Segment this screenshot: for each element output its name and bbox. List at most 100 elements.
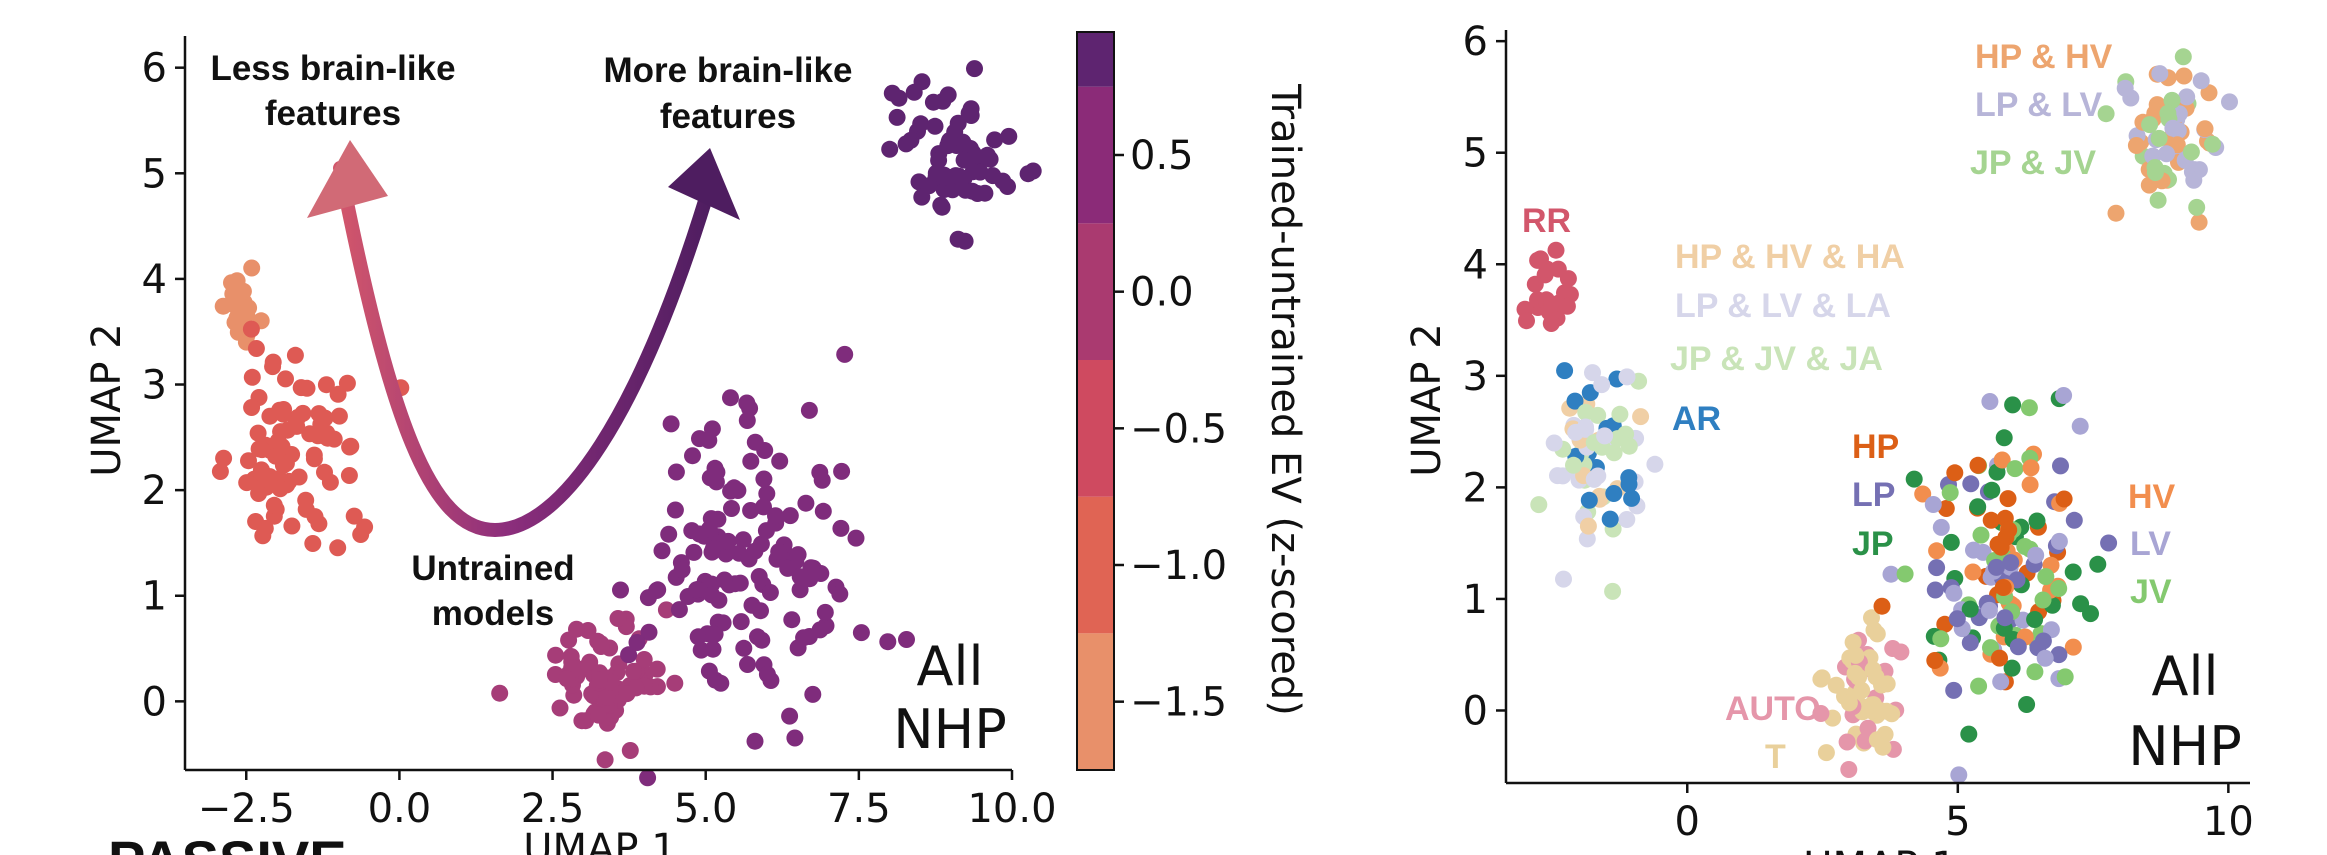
left-data-point (816, 603, 834, 621)
right-data-point (2004, 396, 2022, 414)
left-data-point (243, 368, 261, 386)
group-label-hp: HP (1852, 428, 1899, 466)
left-corner-label-line2: NHP (893, 698, 1007, 761)
right-corner-label-line2: NHP (2128, 715, 2242, 778)
right-data-point (1905, 470, 1923, 488)
right-data-point (1646, 455, 1664, 473)
left-x-tick-label: 2.5 (521, 786, 585, 832)
group-label-jp-jv-ja: JP & JV & JA (1670, 340, 1883, 378)
right-data-point (2107, 204, 2125, 222)
left-data-point (253, 464, 271, 482)
left-data-point (249, 424, 267, 442)
right-y-tick-label: 0 (1463, 688, 1488, 734)
left-data-point (272, 423, 290, 441)
left-data-point (639, 769, 657, 787)
right-data-point (1924, 496, 1942, 513)
right-data-point (1579, 517, 1597, 535)
right-data-point (2022, 459, 2040, 477)
right-data-point (1928, 542, 1946, 560)
left-data-point (685, 543, 703, 561)
left-data-point (253, 441, 271, 459)
left-data-point (692, 641, 710, 659)
left-data-point (547, 646, 565, 664)
left-data-point (767, 507, 784, 525)
left-data-point (791, 581, 809, 599)
right-data-point (2064, 638, 2082, 656)
right-data-point (1980, 601, 1998, 619)
right-data-point (2149, 191, 2167, 209)
right-data-point (1945, 584, 1963, 602)
right-data-point (1972, 526, 1990, 544)
left-data-point (256, 519, 274, 537)
right-data-point (2188, 198, 2206, 216)
right-axes: 0 1 2 3 4 5 6 0 5 10 (1463, 19, 2254, 845)
right-data-point (1970, 677, 1988, 695)
right-data-point (1992, 673, 2010, 691)
left-data-point (786, 729, 804, 747)
left-data-point (881, 140, 899, 158)
right-data-point (1601, 510, 1619, 528)
right-data-point (2009, 638, 2027, 656)
right-data-point (1596, 427, 1614, 445)
left-y-tick-label: 2 (142, 468, 167, 514)
right-data-point (2050, 580, 2068, 597)
right-data-point (2146, 164, 2164, 181)
left-data-point (340, 467, 358, 484)
left-y-tick-label: 0 (142, 679, 167, 725)
right-data-point (1997, 529, 2015, 546)
right-data-point (1530, 496, 1548, 514)
colorbar-tick-label: −0.5 (1130, 406, 1227, 452)
left-data-point (653, 542, 671, 560)
group-label-lp-lv-la: LP & LV & LA (1675, 287, 1891, 325)
left-data-point (329, 539, 347, 557)
left-data-point (271, 401, 289, 419)
left-data-point (673, 561, 691, 579)
right-data-point (2097, 105, 2115, 123)
right-data-point (2027, 546, 2045, 564)
left-data-point (930, 151, 948, 169)
left-data-point (290, 468, 308, 486)
right-data-point (2050, 646, 2068, 664)
left-data-point (833, 462, 851, 480)
right-data-point (1962, 475, 1980, 493)
left-y-axis-label: UMAP 2 (84, 323, 130, 476)
right-data-point (2141, 116, 2159, 134)
left-y-tick-label: 3 (142, 363, 167, 409)
right-data-point (1853, 681, 1871, 699)
right-data-point (1961, 634, 1979, 652)
right-x-tick-label: 0 (1675, 799, 1700, 845)
left-data-point (978, 146, 996, 164)
right-data-point (2140, 176, 2158, 194)
right-data-point (2151, 65, 2169, 83)
colorbar: −1.5 −1.0 −0.5 0.0 0.5 Trained-untrained EV … (1076, 31, 1308, 771)
left-data-point (625, 662, 642, 680)
right-data-point (2127, 137, 2145, 154)
right-data-point (1982, 511, 2000, 529)
right-data-point (2175, 67, 2193, 85)
left-y-tick-label: 5 (142, 151, 167, 197)
right-data-point (1558, 297, 1576, 315)
right-data-point (1593, 376, 1611, 394)
right-data-point (2116, 79, 2134, 97)
right-y-tick-label: 5 (1463, 131, 1488, 177)
right-data-point (1589, 467, 1607, 485)
right-data-point (2037, 568, 2055, 586)
right-data-point (2056, 668, 2074, 686)
colorbar-segment (1077, 223, 1114, 360)
right-data-point (1549, 260, 1567, 278)
left-data-point (292, 379, 310, 397)
left-data-point (628, 634, 646, 651)
left-data-point (657, 601, 675, 619)
left-data-point (1019, 165, 1037, 183)
left-data-point (592, 638, 610, 655)
right-data-point (2190, 213, 2208, 231)
left-data-point (781, 507, 799, 525)
right-data-point (2174, 48, 2192, 66)
left-data-point (734, 531, 752, 549)
right-data-point (1580, 491, 1598, 509)
left-data-point (491, 684, 509, 702)
right-data-point (2003, 659, 2021, 677)
left-x-tick-label: 7.5 (827, 786, 891, 832)
left-data-point (609, 610, 627, 627)
right-data-point (1577, 403, 1595, 421)
